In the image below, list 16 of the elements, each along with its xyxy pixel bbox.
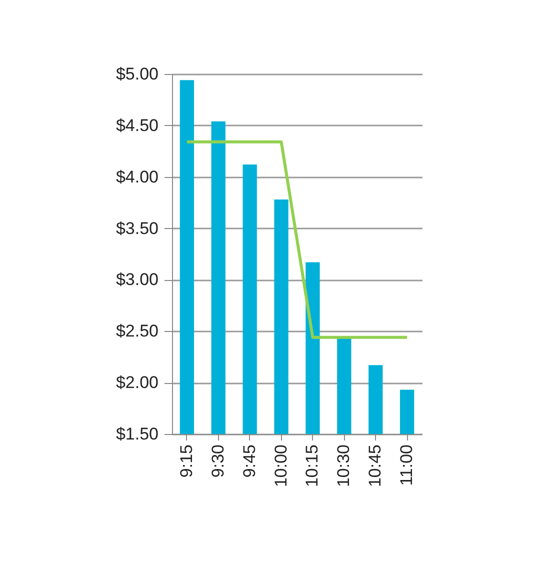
x-tick-label: 11:00 xyxy=(397,444,416,486)
x-tick-label: 9:30 xyxy=(208,444,228,478)
y-tick-label: $3.50 xyxy=(116,218,158,238)
x-tick-label: 10:00 xyxy=(271,444,290,488)
y-tick-label: $2.50 xyxy=(116,322,158,341)
y-tick-label: $4.50 xyxy=(116,116,158,135)
x-tick-label: 10:45 xyxy=(366,444,385,488)
y-tick-label: $3.00 xyxy=(116,270,158,290)
x-tick-label: 10:15 xyxy=(302,444,322,488)
x-tick-label: 10:30 xyxy=(334,444,354,488)
x-tick-label: 9:45 xyxy=(240,444,259,478)
y-tick-label: $2.00 xyxy=(116,373,158,392)
y-tick-label: $1.50 xyxy=(116,424,158,444)
x-tick-label: 9:15 xyxy=(176,444,196,478)
y-tick-label: $4.00 xyxy=(116,167,158,186)
y-tick-label: $5.00 xyxy=(116,64,158,84)
